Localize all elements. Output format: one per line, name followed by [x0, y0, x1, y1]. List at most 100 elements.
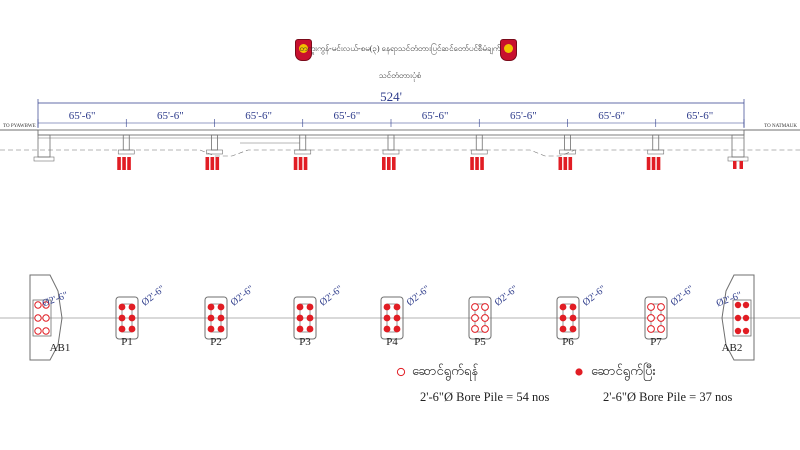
legend-hollow-pile-icon [396, 367, 406, 377]
elevation-pile-icon [382, 157, 386, 170]
elevation-pile-icon [475, 157, 479, 170]
pile-diameter-label: Ø2'-6" [405, 284, 433, 309]
pile-diameter-label: Ø2'-6" [318, 284, 346, 309]
filled-pile-icon [118, 314, 126, 322]
filled-pile-icon [742, 314, 750, 322]
filled-pile-icon [559, 325, 567, 333]
road-left-label: TO PYAWBWE [3, 124, 36, 129]
support-label: P5 [474, 336, 486, 348]
pier-cap [470, 149, 488, 155]
legend-hollow-label: ဆောင်ရွက်ရန် [412, 364, 479, 379]
bridge-deck [37, 129, 745, 136]
abutment-plan [29, 274, 63, 361]
elevation-pile-icon [387, 157, 391, 170]
pier-pilecap [115, 296, 139, 340]
pier-cap [294, 149, 312, 155]
filled-pile-icon [393, 325, 401, 333]
elevation-pile-icon [646, 157, 651, 170]
pile-diameter-label: Ø2'-6" [229, 284, 257, 309]
elevation-pile-icon [563, 157, 568, 170]
elevation-pile-icon [117, 157, 121, 170]
support-label: P3 [299, 336, 311, 348]
pile-diameter-label: Ø2'-6" [669, 284, 697, 309]
filled-pile-icon [559, 314, 567, 322]
drawing-subtitle: သင်တံတားပုံစံ [378, 71, 422, 80]
filled-pile-icon [383, 303, 391, 311]
filled-pile-count: 2'-6"Ø Bore Pile = 37 nos [603, 390, 733, 404]
pier-column [211, 134, 218, 151]
hollow-pile-icon [34, 301, 42, 309]
pier-cap [206, 149, 223, 155]
elevation-pile-icon [293, 157, 298, 170]
filled-pile-icon [217, 303, 225, 311]
hollow-pile-icon [481, 303, 489, 311]
hollow-pile-icon [34, 327, 42, 335]
filled-pile-icon [128, 325, 136, 333]
hollow-pile-icon [471, 314, 479, 322]
road-right-label: TO NATMAUK [764, 124, 797, 129]
elevation-pile-icon [127, 157, 131, 170]
filled-pile-icon [217, 325, 225, 333]
support-label: AB2 [722, 342, 743, 354]
pier-column [122, 134, 130, 151]
hollow-pile-icon [647, 325, 655, 333]
abutment-wall [37, 134, 51, 158]
filled-pile-icon [569, 314, 577, 322]
elevation-pile-icon [205, 157, 210, 170]
hollow-pile-icon [42, 327, 50, 335]
filled-pile-icon [296, 303, 304, 311]
hollow-pile-icon [481, 325, 489, 333]
filled-pile-icon [207, 303, 215, 311]
elevation-pile-icon [392, 157, 396, 170]
abutment-footing [33, 156, 55, 162]
legend-filled-pile-icon [575, 368, 583, 376]
filled-pile-icon [118, 303, 126, 311]
span-length-label: 65'-6" [157, 110, 184, 122]
pier-cap [382, 149, 400, 155]
elevation-pile-icon [558, 157, 563, 170]
filled-pile-icon [383, 314, 391, 322]
filled-pile-icon [296, 325, 304, 333]
span-length-label: 65'-6" [598, 110, 625, 122]
hollow-pile-icon [657, 325, 665, 333]
filled-pile-icon [306, 325, 314, 333]
elevation-pile-icon [303, 157, 308, 170]
filled-pile-icon [207, 314, 215, 322]
filled-pile-icon [734, 314, 742, 322]
emblem-left-icon [295, 39, 312, 61]
filled-pile-icon [742, 327, 750, 335]
filled-pile-icon [306, 303, 314, 311]
hollow-pile-icon [42, 314, 50, 322]
support-label: P1 [121, 336, 133, 348]
filled-pile-icon [383, 325, 391, 333]
hollow-pile-icon [647, 303, 655, 311]
filled-pile-icon [742, 301, 750, 309]
emblem-right-icon [500, 39, 517, 61]
pier-cap [117, 149, 135, 155]
pier-pilecap [644, 296, 668, 340]
span-length-label: 65'-6" [687, 110, 714, 122]
span-length-label: 65'-6" [245, 110, 272, 122]
span-length-label: 65'-6" [510, 110, 537, 122]
elevation-pile-icon [122, 157, 126, 170]
pier-pilecap [293, 296, 317, 340]
hollow-pile-icon [647, 314, 655, 322]
abutment-pilecap [732, 299, 752, 337]
elevation-pile-icon [651, 157, 656, 170]
elevation-pile-icon [739, 161, 743, 169]
filled-pile-icon [118, 325, 126, 333]
plan-view: AB1 Ø2'-6" P1 Ø2'-6" P2 Ø2'-6" P3 Ø2'-6" P4 Ø2'-6… [0, 274, 800, 361]
filled-pile-icon [569, 303, 577, 311]
span-length-label: 65'-6" [69, 110, 96, 122]
abutment-footing [727, 156, 749, 162]
hollow-pile-icon [481, 314, 489, 322]
filled-pile-icon [207, 325, 215, 333]
elevation-pile-icon [568, 157, 573, 170]
filled-pile-icon [569, 325, 577, 333]
abutment-plan [721, 274, 755, 361]
total-length-label: 524' [380, 89, 402, 104]
filled-pile-icon [734, 327, 742, 335]
elevation-pile-icon [656, 157, 661, 170]
pier-column [299, 134, 307, 151]
